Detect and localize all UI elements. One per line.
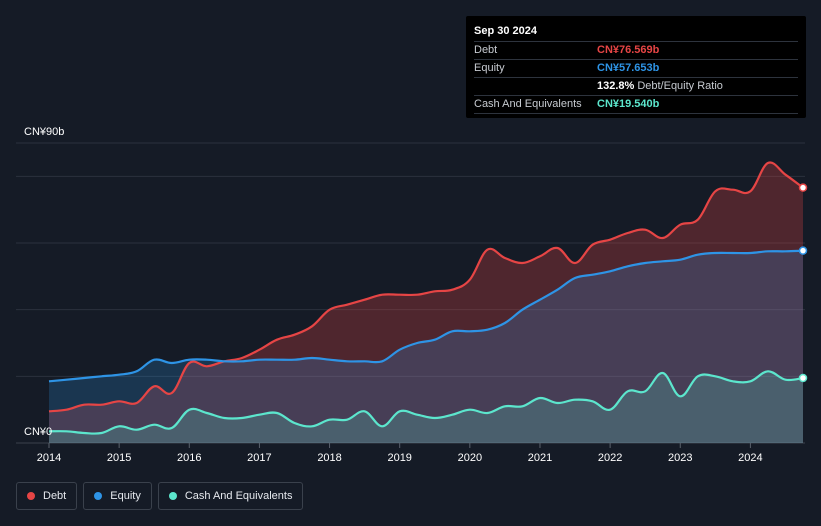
legend-label-debt: Debt [43, 490, 67, 502]
legend-dot-debt-icon [27, 492, 35, 500]
end-marker-equity [798, 246, 808, 255]
end-marker-cash-and-equivalents [798, 373, 808, 383]
tooltip-label-equity: Equity [474, 62, 505, 74]
x-tick-label-2018: 2018 [317, 452, 341, 464]
legend-label-cash: Cash And Equivalents [184, 490, 293, 502]
end-marker-debt [798, 183, 808, 192]
tooltip-row-equity: Equity CN¥57.653b [474, 59, 798, 77]
tooltip-value-cash: CN¥19.540b [597, 98, 660, 110]
x-tick-label-2019: 2019 [387, 452, 411, 464]
series-end-markers [798, 183, 808, 383]
x-tick-label-2014: 2014 [37, 452, 61, 464]
y-axis-bottom-label: CN¥0 [24, 426, 52, 438]
line-equity [48, 249, 804, 383]
gridlines [16, 142, 805, 444]
x-tick-label-2024: 2024 [738, 452, 762, 464]
legend-dot-equity-icon [94, 492, 103, 500]
legend-item-cash[interactable]: Cash And Equivalents [157, 482, 304, 510]
x-tick-label-2016: 2016 [177, 452, 201, 464]
x-axis: 2014 2015 2016 2017 2018 2019 2020 2021 2022 2023… [37, 443, 763, 464]
tooltip-label-cash: Cash And Equivalents [474, 98, 582, 110]
line-debt [48, 161, 804, 413]
y-axis-top-label: CN¥90b [24, 126, 64, 138]
tooltip-row-cash: Cash And Equivalents CN¥19.540b [474, 95, 798, 114]
legend-item-debt[interactable]: Debt [16, 482, 78, 510]
area-debt [49, 162, 803, 443]
x-tick-label-2021: 2021 [528, 452, 552, 464]
line-cash-and-equivalents [48, 370, 804, 435]
x-tick-label-2020: 2020 [458, 452, 482, 464]
legend-item-equity[interactable]: Equity [83, 482, 152, 510]
tooltip-ratio-caption: Debt/Equity Ratio [637, 80, 723, 92]
tooltip-row-ratio: 132.8% Debt/Equity Ratio [474, 77, 798, 95]
legend: Debt Equity Cash And Equivalents [16, 482, 304, 510]
tooltip-value-debt: CN¥76.569b [597, 44, 660, 56]
tooltip-panel: Sep 30 2024 Debt CN¥76.569b Equity CN¥57… [466, 16, 806, 118]
tooltip-row-debt: Debt CN¥76.569b [474, 41, 798, 59]
tooltip-value-equity: CN¥57.653b [597, 62, 660, 74]
area-cash-and-equivalents [49, 371, 803, 443]
tooltip-label-ratio [474, 78, 597, 95]
x-tick-label-2015: 2015 [107, 452, 131, 464]
x-tick-label-2022: 2022 [598, 452, 622, 464]
tooltip-label-debt: Debt [474, 44, 498, 56]
legend-dot-cash-icon [168, 492, 177, 500]
legend-label-equity: Equity [110, 490, 141, 502]
tooltip-value-ratio: 132.8% [597, 80, 635, 92]
tooltip-date: Sep 30 2024 [474, 25, 537, 37]
area-equity [49, 250, 803, 443]
x-tick-label-2017: 2017 [247, 452, 271, 464]
series-lines [48, 161, 804, 435]
series-areas [49, 162, 803, 443]
x-tick-label-2023: 2023 [668, 452, 692, 464]
